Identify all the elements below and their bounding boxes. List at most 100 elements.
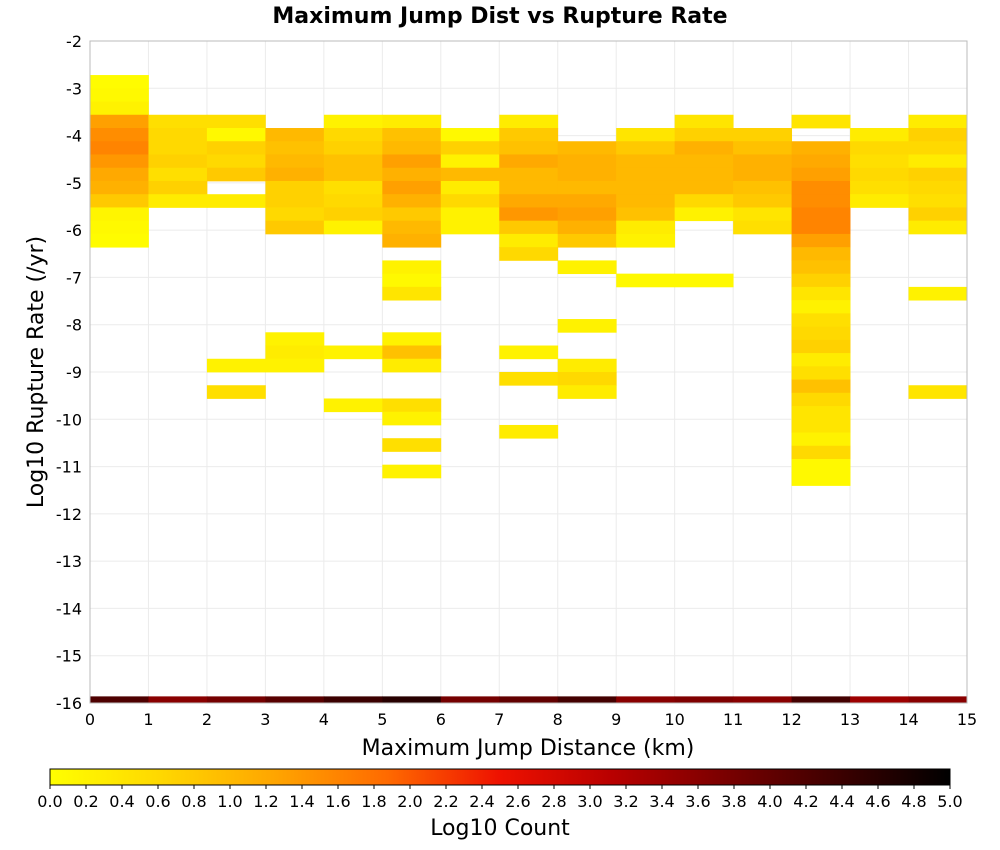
- heatmap-cell: [323, 167, 383, 182]
- heatmap-cell: [148, 167, 208, 182]
- heatmap-cell: [616, 273, 676, 288]
- x-tick-label: 2: [202, 710, 212, 729]
- heatmap-cell: [616, 207, 676, 222]
- heatmap-cell: [90, 141, 149, 155]
- x-tick-label: 5: [377, 710, 387, 729]
- heatmap-cell: [323, 345, 383, 360]
- heatmap-cell: [499, 424, 559, 439]
- colorbar-tick-label: 3.2: [613, 792, 638, 811]
- heatmap-cell: [499, 247, 559, 261]
- heatmap-cell: [323, 180, 383, 195]
- heatmap-cell: [265, 332, 325, 346]
- heatmap-cell: [265, 167, 325, 182]
- colorbar-tick-label: 1.4: [289, 792, 314, 811]
- x-tick-label: 7: [494, 710, 504, 729]
- x-tick-label: 6: [436, 710, 446, 729]
- heatmap-cell: [265, 154, 325, 169]
- colorbar-tick-label: 0.6: [145, 792, 170, 811]
- heatmap-cell: [791, 366, 851, 380]
- heatmap-cell: [908, 207, 968, 222]
- heatmap-cell: [382, 286, 442, 301]
- heatmap-cell: [499, 696, 559, 704]
- heatmap-cell: [908, 180, 968, 195]
- colorbar-tick-label: 3.0: [577, 792, 602, 811]
- heatmap-cell: [148, 114, 208, 129]
- heatmap-cell: [499, 194, 559, 208]
- y-tick-label: -4: [66, 127, 82, 146]
- x-tick-label: 3: [260, 710, 270, 729]
- heatmap-cell: [908, 286, 968, 301]
- y-tick-label: -11: [56, 458, 82, 477]
- heatmap-cell: [382, 345, 442, 360]
- heatmap-cell: [791, 459, 851, 473]
- heatmap-cell: [382, 220, 442, 235]
- heatmap-cell: [616, 167, 676, 182]
- x-tick-label: 10: [664, 710, 684, 729]
- heatmap-cell: [791, 392, 851, 407]
- heatmap-cell: [265, 207, 325, 222]
- heatmap-cell: [733, 194, 792, 208]
- heatmap-cell: [733, 154, 792, 169]
- heatmap-cell: [148, 154, 208, 169]
- y-tick-label: -15: [56, 647, 82, 666]
- y-axis-ticks: -2 -3 -4 -5 -6 -7 -8 -9 -10 -11 -12 -13 -14 -15 -16: [56, 32, 82, 713]
- heatmap-cell: [499, 180, 559, 195]
- heatmap-cell: [499, 207, 559, 222]
- heatmap-cell: [791, 313, 851, 328]
- heatmap-cell: [148, 128, 208, 142]
- heatmap-cell: [90, 233, 149, 248]
- heatmap-cell: [557, 385, 617, 399]
- heatmap-cell: [265, 141, 325, 155]
- colorbar-title: Log10 Count: [430, 816, 570, 841]
- heatmap-cell: [616, 194, 676, 208]
- heatmap-cell: [850, 696, 909, 704]
- heatmap-cell: [791, 419, 851, 433]
- heatmap-cell: [206, 696, 266, 704]
- y-tick-label: -7: [66, 268, 82, 287]
- heatmap-cell: [382, 207, 442, 222]
- heatmap-cell: [674, 273, 734, 288]
- heatmap-cell: [557, 233, 617, 248]
- heatmap-cell: [908, 141, 968, 155]
- heatmap-cell: [206, 194, 266, 208]
- heatmap-cell: [733, 180, 792, 195]
- heatmap-cell: [382, 114, 442, 129]
- x-tick-label: 14: [898, 710, 918, 729]
- heatmap-cell: [791, 472, 851, 486]
- heatmap-cell: [382, 194, 442, 208]
- heatmap-cell: [382, 358, 442, 373]
- heatmap-cell: [616, 180, 676, 195]
- heatmap-cell: [499, 114, 559, 129]
- y-tick-label: -5: [66, 174, 82, 193]
- x-tick-label: 12: [781, 710, 801, 729]
- colorbar-tick-label: 2.2: [433, 792, 458, 811]
- heatmap-cell: [90, 128, 149, 142]
- heatmap-cell: [616, 220, 676, 235]
- heatmap-cell: [557, 220, 617, 235]
- heatmap-cell: [791, 154, 851, 169]
- heatmap-cell: [674, 207, 734, 222]
- heatmap-cell: [791, 167, 851, 182]
- heatmap-cell: [674, 154, 734, 169]
- heatmap-cell: [733, 167, 792, 182]
- colorbar-tick-label: 2.0: [397, 792, 422, 811]
- y-tick-label: -10: [56, 410, 82, 429]
- x-tick-label: 11: [723, 710, 743, 729]
- heatmap-cell: [908, 220, 968, 235]
- heatmap-cell: [440, 180, 500, 195]
- colorbar-tick-label: 4.0: [757, 792, 782, 811]
- x-tick-label: 4: [319, 710, 329, 729]
- heatmap-cell: [206, 167, 266, 182]
- heatmap-cell: [265, 358, 325, 373]
- heatmap-cell: [90, 194, 149, 208]
- heatmap-cell: [557, 194, 617, 208]
- heatmap-cell: [908, 385, 968, 399]
- y-tick-label: -6: [66, 221, 82, 240]
- heatmap-cell: [733, 141, 792, 155]
- heatmap-cell: [90, 167, 149, 182]
- heatmap-cell: [557, 180, 617, 195]
- heatmap-cell: [791, 247, 851, 261]
- heatmap-cell: [206, 141, 266, 155]
- heatmap-cell: [557, 358, 617, 373]
